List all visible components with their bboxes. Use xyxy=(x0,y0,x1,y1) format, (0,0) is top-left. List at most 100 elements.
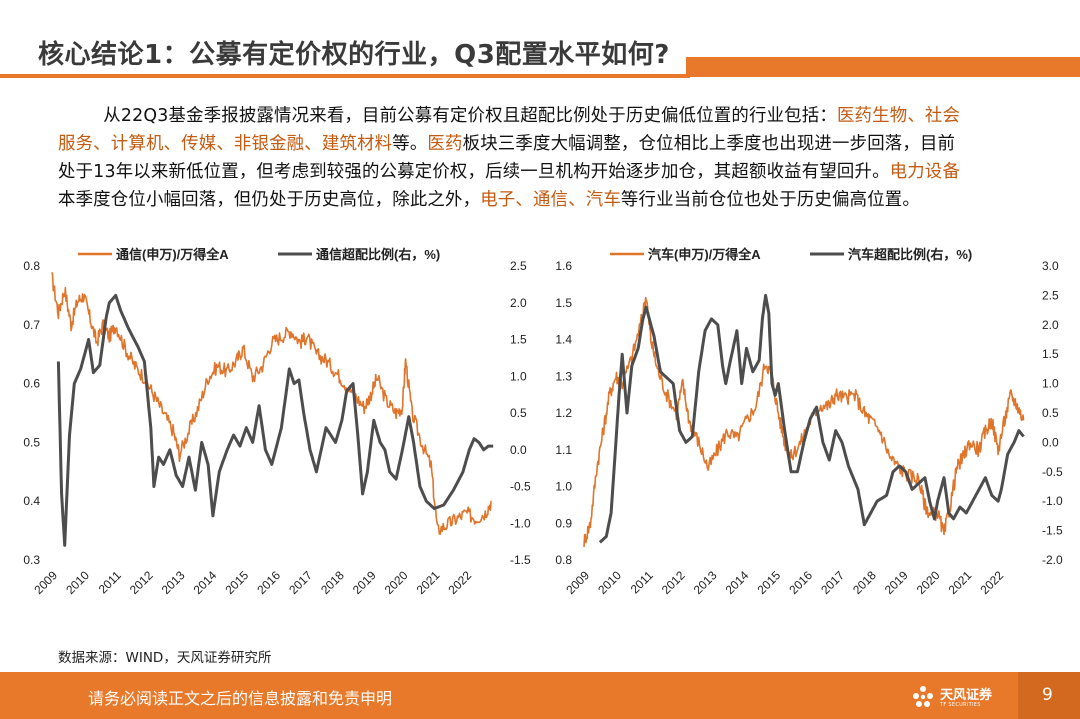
y-right-tick-label: 2.5 xyxy=(1042,288,1059,302)
x-tick-label: 2015 xyxy=(222,568,251,597)
y-left-tick-label: 1.0 xyxy=(555,480,572,494)
chart-auto: 1.6 1.5 1.4 1.3 1.2 1.1 1.0 0.9 0.8 3.0 2.5 2.0 1.5 1… xyxy=(540,232,1080,622)
paragraph-text: 本季度仓位小幅回落，但仍处于历史高位，除此之外， xyxy=(58,190,481,210)
x-tick-label: 2014 xyxy=(191,568,220,597)
x-tick-label: 2011 xyxy=(96,568,124,596)
y-right-tick-label: 0.5 xyxy=(510,406,527,420)
y-left-tick-label: 1.2 xyxy=(555,406,572,420)
x-tick-label: 2012 xyxy=(659,568,688,597)
y-right-tick-label: -2.0 xyxy=(1042,553,1063,567)
paragraph-line: 服务、计算机、传媒、非银金融、建筑材料等。医药板块三季度大幅调整，仓位相比上季度… xyxy=(58,130,1038,158)
summary-paragraph: 从22Q3基金季报披露情况来看，目前公募有定价权且超配比例处于历史偏低位置的行业… xyxy=(58,102,1038,214)
x-tick-label: 2010 xyxy=(595,568,624,597)
x-tick-label: 2018 xyxy=(850,568,879,597)
paragraph-text: 板块三季度大幅调整，仓位相比上季度也出现进一步回落，目前 xyxy=(462,134,956,154)
y-left-tick-label: 1.5 xyxy=(555,296,572,310)
x-tick-label: 2019 xyxy=(350,568,379,597)
highlighted-industry: 服务、计算机、传媒、非银金融、建筑材料 xyxy=(58,134,393,154)
paragraph-text: 等。 xyxy=(392,134,428,154)
y-right-tick-label: 2.0 xyxy=(510,296,527,310)
x-tick-label: 2017 xyxy=(818,568,847,597)
y-left-tick-label: 0.7 xyxy=(23,318,40,332)
y-left-tick-label: 0.5 xyxy=(23,435,40,449)
y-left-tick-label: 1.6 xyxy=(555,259,572,273)
chart-auto-svg: 1.6 1.5 1.4 1.3 1.2 1.1 1.0 0.9 0.8 3.0 2.5 2.0 1.5 1… xyxy=(555,247,1063,597)
y-right-tick-label: -1.0 xyxy=(1042,494,1063,508)
y-left-tick-label: 1.3 xyxy=(555,369,572,383)
y-right-tick-label: 1.0 xyxy=(510,369,527,383)
y-right-tick-label: 2.0 xyxy=(1042,318,1059,332)
page-number-box xyxy=(1018,672,1080,719)
x-tick-label: 2020 xyxy=(914,568,943,597)
y-right-tick-label: 3.0 xyxy=(1042,259,1059,273)
logo-mark-icon xyxy=(913,686,933,707)
y-right-tick-label: 1.5 xyxy=(1042,347,1059,361)
y-left-tick-label: 0.9 xyxy=(555,516,572,530)
x-tick-label: 2016 xyxy=(786,568,815,597)
y-right-tick-label: 2.5 xyxy=(510,259,527,273)
highlighted-industry: 医药 xyxy=(427,134,463,154)
x-tick-label: 2019 xyxy=(882,568,911,597)
y-right-tick-label: -0.5 xyxy=(510,480,531,494)
x-tick-label: 2021 xyxy=(946,568,975,597)
y-left-tick-label: 1.4 xyxy=(555,333,572,347)
y-right-tick-label: 1.5 xyxy=(510,333,527,347)
x-tick-label: 2018 xyxy=(318,568,347,597)
y-left-tick-label: 0.6 xyxy=(23,377,40,391)
x-tick-label: 2016 xyxy=(254,568,283,597)
x-tick-label: 2021 xyxy=(414,568,443,597)
title-accent-bar xyxy=(686,57,1080,77)
x-tick-label: 2014 xyxy=(723,568,752,597)
y-left-tick-label: 1.1 xyxy=(555,443,572,457)
legend-label: 通信超配比例(右，%) xyxy=(316,247,440,262)
y-left-tick-label: 0.8 xyxy=(555,553,572,567)
paragraph-text: 处于13年以来新低位置，但考虑到较强的公募定价权，后续一旦机构开始逐步加仓，其超… xyxy=(58,162,890,182)
y-right-tick-label: 0.5 xyxy=(1042,406,1059,420)
y-right-tick-label: -0.5 xyxy=(1042,465,1063,479)
footer-bar xyxy=(0,672,1080,719)
legend-label: 汽车(申万)/万得全A xyxy=(648,247,761,262)
chart-telecom-svg: 0.8 0.7 0.6 0.5 0.4 0.3 2.5 2.0 1.5 1.0 0.5 0.0 -0.5… xyxy=(23,247,531,597)
x-tick-label: 2017 xyxy=(286,568,315,597)
data-source-note: 数据来源：WIND，天风证券研究所 xyxy=(58,650,272,666)
series-line-overweight-ratio xyxy=(56,293,494,547)
legend-label: 汽车超配比例(右，%) xyxy=(848,247,972,262)
y-left-tick-label: 0.3 xyxy=(23,553,40,567)
disclaimer-text: 请务必阅读正文之后的信息披露和免责申明 xyxy=(88,689,393,708)
x-tick-label: 2022 xyxy=(445,568,474,597)
paragraph-line: 处于13年以来新低位置，但考虑到较强的公募定价权，后续一旦机构开始逐步加仓，其超… xyxy=(58,158,1038,186)
highlighted-industry: 电子、通信、汽车 xyxy=(480,190,621,210)
y-left-tick-label: 0.4 xyxy=(23,494,40,508)
x-tick-label: 2020 xyxy=(382,568,411,597)
y-right-tick-label: -1.0 xyxy=(510,516,531,530)
page-number: 9 xyxy=(1042,685,1053,705)
paragraph-line: 从22Q3基金季报披露情况来看，目前公募有定价权且超配比例处于历史偏低位置的行业… xyxy=(58,102,1038,130)
series-line-index-ratio xyxy=(51,272,493,535)
x-tick-label: 2009 xyxy=(563,568,592,597)
series-line-overweight-ratio xyxy=(598,293,1025,544)
paragraph-line: 本季度仓位小幅回落，但仍处于历史高位，除此之外，电子、通信、汽车等行业当前仓位也… xyxy=(58,186,1038,214)
company-logo: 天风证券 TF SECURITIES xyxy=(910,680,996,714)
logo-text-en: TF SECURITIES xyxy=(940,702,981,708)
x-tick-label: 2011 xyxy=(628,568,656,596)
y-right-tick-label: 1.0 xyxy=(1042,377,1059,391)
legend-label: 通信(申万)/万得全A xyxy=(116,247,229,262)
y-right-tick-label: 0.0 xyxy=(1042,435,1059,449)
y-right-tick-label: -1.5 xyxy=(510,553,531,567)
x-tick-label: 2009 xyxy=(31,568,60,597)
paragraph-text: 从22Q3基金季报披露情况来看，目前公募有定价权且超配比例处于历史偏低位置的行业… xyxy=(103,106,837,126)
chart-telecom: 0.8 0.7 0.6 0.5 0.4 0.3 2.5 2.0 1.5 1.0 0.5 0.0 -0.5… xyxy=(8,232,548,622)
logo-text-cn: 天风证券 xyxy=(940,688,993,703)
y-left-tick-label: 0.8 xyxy=(23,259,40,273)
highlighted-industry: 医药生物、社会 xyxy=(836,106,961,126)
x-tick-label: 2022 xyxy=(977,568,1006,597)
x-tick-label: 2013 xyxy=(691,568,720,597)
x-tick-label: 2012 xyxy=(127,568,156,597)
title-underline xyxy=(0,74,690,78)
y-right-tick-label: 0.0 xyxy=(510,443,527,457)
highlighted-industry: 电力设备 xyxy=(889,162,961,182)
page-title: 核心结论1：公募有定价权的行业，Q3配置水平如何? xyxy=(38,40,670,70)
x-tick-label: 2010 xyxy=(63,568,92,597)
x-tick-label: 2015 xyxy=(754,568,783,597)
x-tick-label: 2013 xyxy=(159,568,188,597)
